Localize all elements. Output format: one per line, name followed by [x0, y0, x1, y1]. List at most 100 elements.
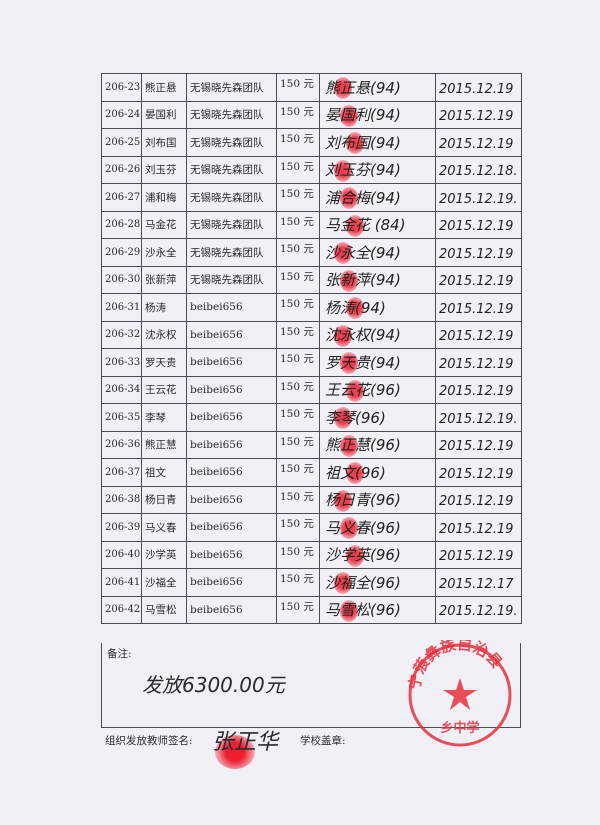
row-id: 206-26	[105, 164, 141, 176]
amount: 150 元	[280, 215, 314, 228]
amount-cell: 150 元	[276, 540, 320, 569]
handwritten-signature: 李琴(96)	[325, 408, 386, 427]
amount-cell: 150 元	[276, 458, 320, 487]
donor-team: 无锡晓先森团队	[190, 191, 264, 204]
recipient-name-cell: 熊正悬	[141, 73, 187, 102]
amount-cell: 150 元	[276, 73, 320, 102]
recipient-name: 熊正慧	[145, 439, 177, 452]
table-row: 206-37 祖文 beibei656 150 元祖文(96) 2015.12.19	[101, 458, 522, 487]
handwritten-signature: 杨日青(96)	[325, 491, 401, 510]
handwritten-signature: 张新萍(94)	[325, 271, 401, 290]
recipient-name-cell: 沙永全	[141, 238, 187, 267]
handwritten-signature: 祖文(96)	[325, 463, 386, 482]
fingerprint-mark	[334, 77, 352, 99]
handwritten-date: 2015.12.19	[439, 521, 514, 537]
amount-cell: 150 元	[276, 375, 320, 404]
fingerprint-mark	[346, 544, 364, 567]
recipient-name: 晏国利	[145, 109, 177, 122]
handwritten-date-cell: 2015.12.19	[435, 238, 522, 267]
amount-cell: 150 元	[276, 265, 320, 294]
recipient-name: 熊正悬	[145, 81, 177, 94]
table-row: 206-30 张新萍 无锡晓先森团队 150 元张新萍(94) 2015.12.19	[101, 265, 522, 294]
fingerprint-mark	[334, 407, 352, 429]
handwritten-signature: 沙学英(96)	[325, 546, 401, 565]
handwritten-signature: 沈永权(94)	[325, 326, 401, 345]
recipient-name-cell: 杨涛	[141, 293, 187, 322]
donor-team-cell: beibei656	[186, 595, 277, 624]
notes-handwritten-total: 发放6300.00元	[142, 673, 285, 697]
donor-team-cell: 无锡晓先森团队	[186, 210, 277, 239]
amount: 150 元	[280, 133, 314, 145]
amount-cell: 150 元	[276, 403, 320, 432]
table-row: 206-40 沙学英 beibei656 150 元沙学英(96) 2015.12.19	[101, 540, 522, 569]
row-id-cell: 206-34	[101, 375, 142, 404]
recipient-name-cell: 王云花	[141, 375, 187, 404]
handwritten-signature-cell: 王云花(96)	[319, 375, 436, 404]
table-row: 206-32 沈永权 beibei656 150 元沈永权(94) 2015.12.19	[101, 320, 522, 349]
fingerprint-mark	[340, 352, 358, 374]
recipient-name: 沙福全	[145, 576, 177, 589]
handwritten-signature-cell: 沙永全(94)	[319, 238, 436, 267]
handwritten-date: 2015.12.18.	[439, 164, 518, 180]
svg-text:宁蒗彝族自治县: 宁蒗彝族自治县	[406, 640, 506, 691]
donor-team: beibei656	[190, 603, 243, 616]
amount: 150 元	[280, 490, 314, 503]
handwritten-date: 2015.12.19	[439, 301, 514, 317]
handwritten-date-cell: 2015.12.19	[435, 73, 522, 102]
notes-box: 备注: 发放6300.00元	[101, 643, 521, 728]
recipient-name-cell: 沙福全	[141, 568, 187, 597]
table-row: 206-25 刘布国 无锡晓先森团队 150 元刘布国(94) 2015.12.19	[101, 128, 522, 157]
donor-team-cell: beibei656	[186, 348, 277, 377]
donor-team-cell: 无锡晓先森团队	[186, 155, 277, 184]
recipient-name-cell: 马雪松	[141, 595, 187, 624]
row-id-cell: 206-37	[101, 458, 142, 487]
donor-team: beibei656	[190, 301, 243, 314]
donor-team-cell: 无锡晓先森团队	[186, 73, 277, 102]
table-row: 206-35 李琴 beibei656 150 元李琴(96) 2015.12.19.	[101, 403, 522, 432]
school-stamp-label: 学校盖章:	[300, 735, 346, 747]
donor-team: beibei656	[190, 356, 243, 369]
row-id-cell: 206-36	[101, 430, 142, 459]
recipient-name-cell: 祖文	[141, 458, 187, 487]
row-id-cell: 206-40	[101, 540, 142, 569]
recipient-name-cell: 晏国利	[141, 100, 187, 129]
handwritten-signature-cell: 沈永权(94)	[319, 320, 436, 349]
amount: 150 元	[280, 188, 314, 200]
amount: 150 元	[280, 600, 314, 613]
donor-team: 无锡晓先森团队	[190, 219, 264, 232]
recipient-name-cell: 李琴	[141, 403, 187, 432]
amount: 150 元	[280, 105, 314, 118]
handwritten-signature: 马金花 (84)	[325, 216, 406, 235]
handwritten-signature-cell: 马金花 (84)	[319, 210, 436, 239]
recipient-name-cell: 刘布国	[141, 128, 187, 157]
handwritten-signature: 罗天贵(94)	[325, 353, 401, 372]
recipient-name: 罗天贵	[145, 356, 177, 369]
amount: 150 元	[280, 243, 314, 255]
row-id-cell: 206-41	[101, 568, 142, 597]
handwritten-date: 2015.12.19	[439, 384, 514, 400]
handwritten-signature-cell: 李琴(96)	[319, 403, 436, 432]
row-id-cell: 206-27	[101, 183, 142, 212]
handwritten-signature-cell: 浦合梅(94)	[319, 183, 436, 212]
row-id: 206-25	[105, 136, 141, 148]
fingerprint-mark	[340, 269, 358, 292]
donor-team-cell: beibei656	[186, 513, 277, 542]
amount: 150 元	[280, 353, 314, 365]
donor-team-cell: beibei656	[186, 320, 277, 349]
table-row: 206-33 罗天贵 beibei656 150 元罗天贵(94) 2015.12.19	[101, 348, 522, 377]
recipient-name-cell: 熊正慧	[141, 430, 187, 459]
handwritten-date: 2015.12.19	[439, 109, 514, 125]
donor-team-cell: beibei656	[186, 430, 277, 459]
handwritten-signature: 杨涛(94)	[325, 298, 386, 317]
notes-label: 备注:	[107, 648, 132, 660]
row-id: 206-23	[105, 81, 141, 93]
table-row: 206-38 杨日青 beibei656 150 元杨日青(96) 2015.12.19	[101, 485, 522, 514]
table-row: 206-31 杨涛 beibei656 150 元杨涛(94) 2015.12.19	[101, 293, 522, 322]
donor-team-cell: beibei656	[186, 540, 277, 569]
amount: 150 元	[280, 408, 314, 420]
row-id-cell: 206-39	[101, 513, 142, 542]
handwritten-date: 2015.12.19	[439, 466, 514, 482]
recipient-name-cell: 刘玉芬	[141, 155, 187, 184]
row-id: 206-37	[105, 466, 141, 478]
row-id: 206-29	[105, 246, 141, 258]
